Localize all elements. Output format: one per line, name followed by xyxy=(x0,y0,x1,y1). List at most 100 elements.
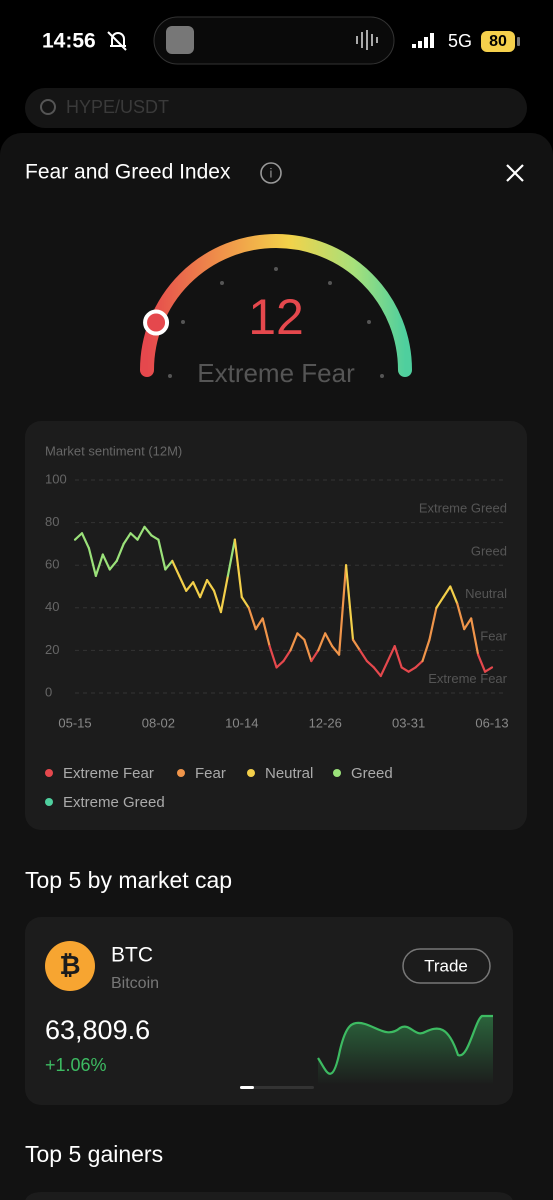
line-segment xyxy=(358,649,368,663)
x-tick-label: 10-14 xyxy=(225,715,258,730)
legend-swatch xyxy=(177,769,185,777)
coin-icon-glyph: ₿ xyxy=(59,950,80,980)
line-segment xyxy=(344,564,355,641)
line-segment xyxy=(372,666,382,678)
zone-label: Greed xyxy=(471,543,507,558)
legend-swatch xyxy=(45,798,53,806)
waveform xyxy=(356,30,378,50)
line-segment xyxy=(379,659,389,678)
line-segment xyxy=(428,606,438,641)
zone-label: Extreme Fear xyxy=(428,671,507,686)
x-tick-label: 12-26 xyxy=(309,715,342,730)
line-segment xyxy=(129,532,139,541)
line-segment xyxy=(303,638,313,663)
line-segment xyxy=(310,649,320,663)
search-placeholder: HYPE/USDT xyxy=(66,97,169,117)
line-segment xyxy=(268,645,278,669)
line-segment xyxy=(324,632,334,648)
line-segment xyxy=(275,659,285,669)
panel-title: Fear and Greed Index xyxy=(25,161,231,184)
line-segment xyxy=(115,542,125,563)
search-icon xyxy=(40,99,56,115)
line-segment xyxy=(470,617,480,656)
y-tick-label: 60 xyxy=(45,557,59,572)
y-tick-label: 0 xyxy=(45,684,52,699)
line-segment xyxy=(178,574,188,592)
gauge-value: 12 xyxy=(248,289,304,345)
x-tick-label: 06-13 xyxy=(475,715,508,730)
line-segment xyxy=(289,632,299,652)
line-segment xyxy=(393,645,403,669)
y-tick-label: 40 xyxy=(45,599,59,614)
line-segment xyxy=(164,559,174,571)
section-title: Top 5 by market cap xyxy=(25,867,232,893)
legend-label: Extreme Greed xyxy=(63,794,165,811)
x-tick-label: 05-15 xyxy=(58,715,91,730)
coin-change: +1.06% xyxy=(45,1055,107,1075)
info-icon[interactable] xyxy=(260,162,282,184)
line-segment xyxy=(282,649,292,663)
section-title: Top 5 gainers xyxy=(25,1141,163,1167)
coin-price: 63,809.6 xyxy=(45,1015,150,1045)
line-segment xyxy=(254,617,264,631)
line-segment xyxy=(421,638,431,663)
network: 5G xyxy=(448,31,472,51)
sparkline-area xyxy=(318,1016,493,1085)
line-segment xyxy=(365,659,375,669)
gauge-dots xyxy=(168,267,384,378)
chart-card xyxy=(25,421,527,830)
line-segment xyxy=(205,579,216,592)
line-segment xyxy=(150,534,160,541)
legend-label: Greed xyxy=(351,765,393,782)
line-segment xyxy=(226,538,236,577)
coin-name: Bitcoin xyxy=(111,975,159,992)
mute-icon xyxy=(107,31,127,51)
battery xyxy=(481,31,515,52)
line-segment xyxy=(87,547,97,577)
line-segment xyxy=(199,579,209,599)
coin-icon xyxy=(45,941,95,991)
pager-track xyxy=(240,1086,314,1089)
battery-tip xyxy=(517,37,520,46)
dynamic-island xyxy=(153,16,395,65)
line-segment xyxy=(143,525,153,537)
legend-swatch xyxy=(45,769,53,777)
line-segment xyxy=(463,617,473,631)
line-segment xyxy=(122,532,132,546)
zone-label: Fear xyxy=(480,629,507,644)
line-segment xyxy=(157,538,167,571)
time: 14:56 xyxy=(42,30,96,53)
line-segment xyxy=(400,666,410,673)
coin-symbol: BTC xyxy=(111,944,153,967)
trade-label: Trade xyxy=(424,956,468,975)
search-bar[interactable] xyxy=(25,88,527,128)
legend-label: Fear xyxy=(195,765,226,782)
line-segment xyxy=(296,632,306,641)
legend-label: Neutral xyxy=(265,765,313,782)
gauge-marker xyxy=(143,309,170,336)
line-segment xyxy=(73,532,84,541)
trade-button[interactable] xyxy=(402,948,491,984)
line-segment xyxy=(456,602,466,631)
close-button[interactable] xyxy=(506,164,524,182)
line-segment xyxy=(101,553,111,571)
signal xyxy=(412,33,434,48)
line-segment xyxy=(442,585,452,599)
line-segment xyxy=(338,564,348,656)
line-segment xyxy=(435,596,445,609)
line-segment xyxy=(386,645,396,663)
line-segment xyxy=(483,666,494,673)
line-segment xyxy=(233,538,243,599)
line-segment xyxy=(136,525,146,541)
battery-level: 80 xyxy=(489,33,507,50)
line-segment xyxy=(261,617,271,648)
y-tick-label: 100 xyxy=(45,471,67,486)
line-segment xyxy=(171,559,181,577)
line-segment xyxy=(192,581,202,599)
zone-label: Extreme Greed xyxy=(419,501,507,516)
line-segment xyxy=(219,574,229,614)
line-segment xyxy=(477,653,487,673)
x-tick-label: 03-31 xyxy=(392,715,425,730)
